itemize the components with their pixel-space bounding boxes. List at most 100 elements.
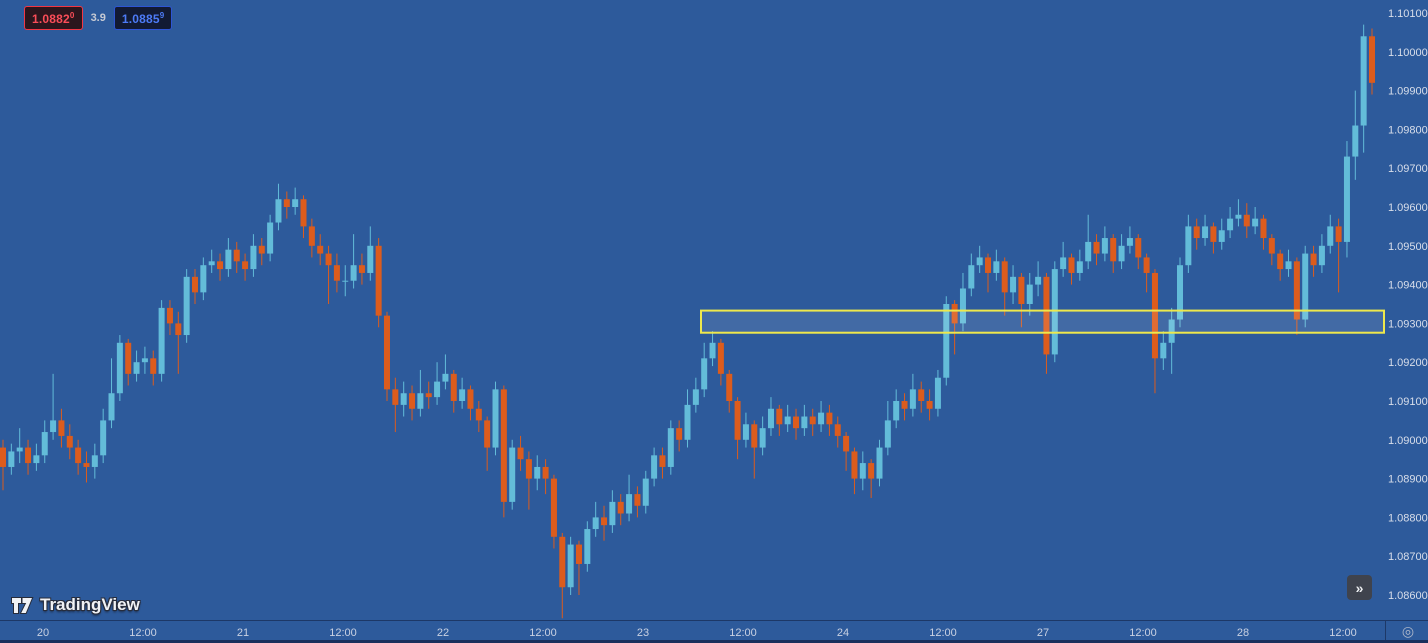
candle-body xyxy=(1093,241,1100,254)
candle-body xyxy=(609,501,616,526)
time-axis-label: 12:00 xyxy=(129,627,157,639)
price-axis-label: 1.09800 xyxy=(1388,124,1428,136)
candle-body xyxy=(1168,319,1175,343)
candle-body xyxy=(1202,226,1209,239)
candle-body xyxy=(417,393,424,409)
price-axis[interactable]: 1.10100 1.10000 1.09900 1.09800 1.09700 1.096… xyxy=(1388,8,1428,602)
candle-body xyxy=(467,389,474,409)
candle-body xyxy=(1277,253,1284,270)
axis-settings-icon[interactable]: ◎ xyxy=(1401,623,1415,639)
price-badge-red-value: 1.0882 xyxy=(32,12,70,26)
candle-body xyxy=(1060,257,1067,270)
candle-body xyxy=(1218,230,1225,242)
price-badge-red-sup: 0 xyxy=(69,11,75,20)
candle-body xyxy=(534,466,541,479)
candle-body xyxy=(525,459,532,479)
candle-body xyxy=(584,529,591,564)
candle-body xyxy=(258,245,265,254)
time-axis-label: 27 xyxy=(1037,627,1049,639)
candle-body xyxy=(283,199,290,207)
candle-body xyxy=(776,408,783,425)
price-axis-label: 1.10100 xyxy=(1388,8,1428,20)
candle-body xyxy=(350,265,357,281)
candle-body xyxy=(150,358,157,374)
candle-body xyxy=(16,447,23,452)
candle-body xyxy=(1252,218,1259,227)
candle-body xyxy=(125,342,132,374)
resistance-zone-rectangle[interactable] xyxy=(700,309,1385,334)
time-axis-label: 28 xyxy=(1237,627,1249,639)
candle-body xyxy=(1068,257,1075,273)
candle-body xyxy=(617,501,624,514)
candle-body xyxy=(50,420,57,433)
candle-body xyxy=(684,404,691,440)
candle-body xyxy=(292,199,299,207)
bottom-strip xyxy=(0,640,1428,643)
candle-body xyxy=(1110,238,1117,262)
candle-body xyxy=(1310,253,1317,266)
price-axis-label: 1.09900 xyxy=(1388,86,1428,98)
candle-body xyxy=(442,373,449,382)
time-axis[interactable]: 20 12:00 21 12:00 22 12:00 23 12:00 24 12:00 27 12:… xyxy=(37,627,1357,639)
candle-body xyxy=(559,536,566,588)
price-axis-label: 1.10000 xyxy=(1388,47,1428,59)
price-axis-label: 1.09000 xyxy=(1388,435,1428,447)
candle-body xyxy=(859,463,866,479)
time-axis-label: 23 xyxy=(637,627,649,639)
candle-body xyxy=(943,304,950,378)
time-axis-label: 20 xyxy=(37,627,49,639)
candle-body xyxy=(1293,261,1300,320)
candle-body xyxy=(851,451,858,479)
candle-body xyxy=(475,408,482,421)
indicator-value-badges: 1.08820 3.9 1.08859 xyxy=(24,6,173,30)
candle-body xyxy=(826,412,833,425)
candle-body xyxy=(41,432,48,456)
candle-body xyxy=(1369,36,1375,83)
price-axis-label: 1.09200 xyxy=(1388,357,1428,369)
candle-body xyxy=(734,401,741,440)
candle-body xyxy=(1185,226,1192,266)
time-axis-label: 12:00 xyxy=(1329,627,1357,639)
candle-body xyxy=(517,447,524,460)
candle-body xyxy=(166,307,173,324)
price-axis-label: 1.09300 xyxy=(1388,318,1428,330)
candle-body xyxy=(33,455,40,464)
candle-body xyxy=(58,420,65,436)
candle-body xyxy=(108,393,115,421)
candle-body xyxy=(342,280,349,282)
candle-body xyxy=(1010,276,1017,293)
candle-body xyxy=(484,420,491,448)
candle-body xyxy=(968,265,975,289)
candle-body xyxy=(425,393,432,398)
price-axis-label: 1.08900 xyxy=(1388,474,1428,486)
candle-body xyxy=(200,265,207,293)
candle-body xyxy=(1260,218,1267,239)
candle-body xyxy=(141,358,148,363)
candle-body xyxy=(784,416,791,425)
candle-body xyxy=(217,261,224,270)
candle-body xyxy=(208,261,215,266)
candle-body xyxy=(1318,245,1325,266)
candle-body xyxy=(100,420,107,456)
candle-body xyxy=(325,253,332,266)
candle-body xyxy=(242,261,249,270)
price-axis-label: 1.08800 xyxy=(1388,512,1428,524)
candle-body xyxy=(1352,125,1359,157)
candles-layer xyxy=(0,24,1375,619)
candle-body xyxy=(1001,261,1008,293)
candle-body xyxy=(909,389,916,409)
tradingview-logo-text: TradingView xyxy=(40,595,140,614)
candle-body xyxy=(1302,253,1309,320)
candle-body xyxy=(300,199,307,227)
candle-body xyxy=(709,342,716,359)
collapse-panel-button[interactable]: » xyxy=(1347,575,1372,600)
tradingview-logo[interactable]: TradingView xyxy=(10,593,140,617)
candle-body xyxy=(1193,226,1200,239)
candle-body xyxy=(626,494,633,514)
candle-body xyxy=(333,265,340,281)
time-axis-label: 12:00 xyxy=(329,627,357,639)
price-badge-blue-sup: 9 xyxy=(159,11,165,20)
candle-body xyxy=(1051,269,1058,355)
candle-body xyxy=(492,389,499,448)
